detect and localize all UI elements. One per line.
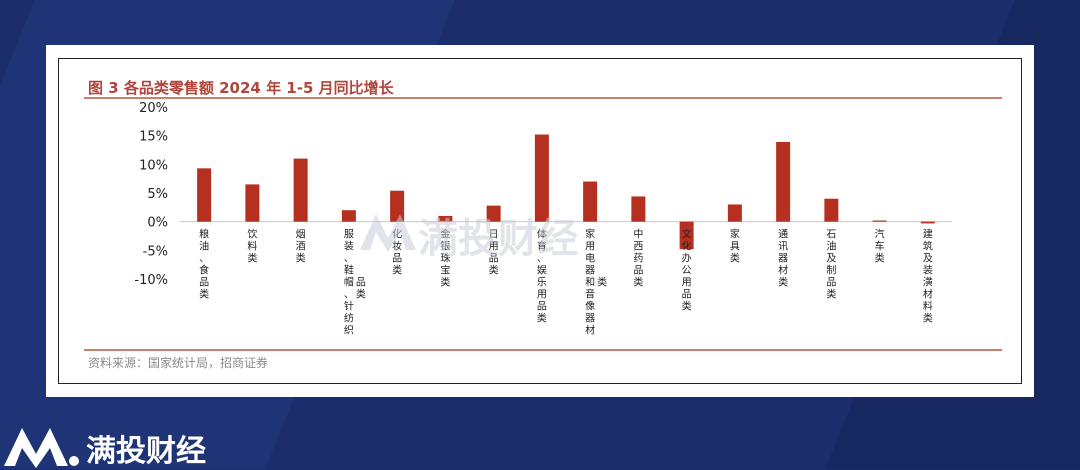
title-rule <box>84 97 1002 99</box>
watermark-text: 满投财经 <box>418 216 578 262</box>
y-tick-label: 0% <box>147 216 168 231</box>
bar <box>197 168 212 222</box>
y-tick-label: 20% <box>139 101 168 116</box>
bar <box>631 196 646 222</box>
bar <box>872 220 887 222</box>
y-tick-label: 5% <box>147 187 168 202</box>
category-label: 金银珠宝类 <box>440 228 450 289</box>
bar <box>727 204 742 222</box>
category-label: 家用电器和音像器材 <box>585 228 595 337</box>
y-tick-label: 10% <box>139 158 168 173</box>
y-tick-label: 15% <box>139 130 168 145</box>
category-label: 烟酒类 <box>296 228 306 265</box>
category-label: 粮油、食品类 <box>199 228 209 301</box>
category-label: 汽车类 <box>875 228 885 265</box>
chart-source: 资料来源：国家统计局，招商证券 <box>88 356 269 370</box>
brand-name: 满投财经 <box>86 434 206 469</box>
watermark-logo-icon <box>360 214 416 252</box>
bar <box>438 215 453 222</box>
bar <box>679 221 694 250</box>
category-label: 品类 <box>356 277 366 301</box>
chart-title: 图 3 各品类零售额 2024 年 1-5 月同比增长 <box>88 79 394 97</box>
category-label: 饮料类 <box>247 228 257 265</box>
source-rule <box>84 349 1002 351</box>
chart-frame <box>58 58 1022 384</box>
bar <box>776 141 791 222</box>
y-tick-label: -5% <box>143 244 168 259</box>
category-label: 建筑及装潢材料类 <box>923 228 933 325</box>
y-tick-label: -10% <box>134 273 168 288</box>
bar <box>293 158 308 222</box>
category-label: 文化办公用品类 <box>682 228 692 313</box>
category-label: 体育、娱乐用品类 <box>537 229 547 325</box>
bar <box>534 134 549 222</box>
bar <box>583 181 598 222</box>
bar <box>341 210 356 222</box>
category-label: 石油及制品类 <box>826 230 836 301</box>
category-label: 服装、鞋帽、针纺织 <box>344 229 354 337</box>
category-label: 家具类 <box>730 228 740 265</box>
bar <box>486 205 501 222</box>
category-label: 中西药品类 <box>633 228 643 289</box>
category-label: 日用品类 <box>489 230 499 277</box>
bar <box>245 184 260 222</box>
category-label: 通讯器材类 <box>778 229 788 289</box>
bar <box>824 198 839 222</box>
category-label: 类 <box>597 276 607 289</box>
bar <box>390 190 405 222</box>
bar <box>920 221 935 224</box>
brand-logo-icon <box>4 428 79 468</box>
